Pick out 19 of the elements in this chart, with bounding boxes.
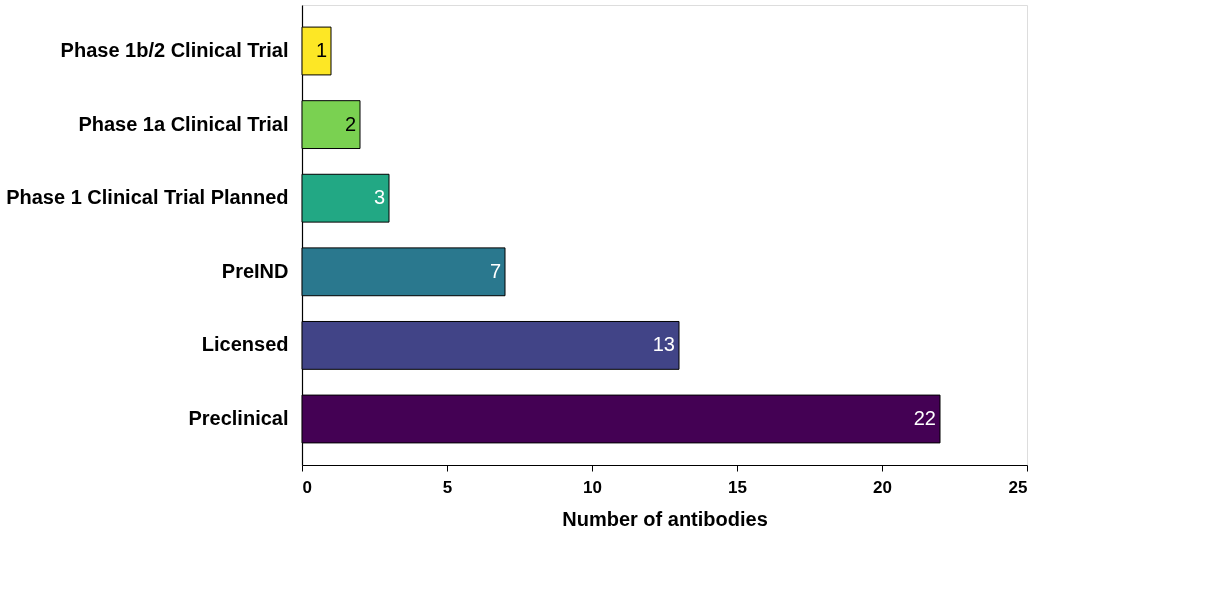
x-tick-label: 25 [1008,477,1028,497]
y-tick-label: PreIND [221,259,289,282]
y-tick-label: Preclinical [188,407,289,429]
y-tick-label: Phase 1 Clinical Trial Planned [6,186,289,209]
data-label: 1 [315,39,327,61]
x-tick-label: 20 [873,477,892,497]
data-label: 22 [913,407,936,429]
y-tick-label: Phase 1a Clinical Trial [78,112,289,135]
x-tick-label: 0 [302,477,312,497]
data-label: 3 [373,186,385,209]
y-tick-label: Phase 1b/2 Clinical Trial [60,39,289,61]
data-label: 2 [344,112,356,135]
x-tick-label: 10 [583,477,602,497]
data-label: 13 [652,333,675,356]
y-tick-label: Licensed [201,333,289,356]
x-tick-label: 5 [442,477,453,497]
x-axis-title: Number of antibodies [562,507,768,530]
data-label: 7 [489,259,501,282]
x-tick-label: 15 [728,477,747,497]
